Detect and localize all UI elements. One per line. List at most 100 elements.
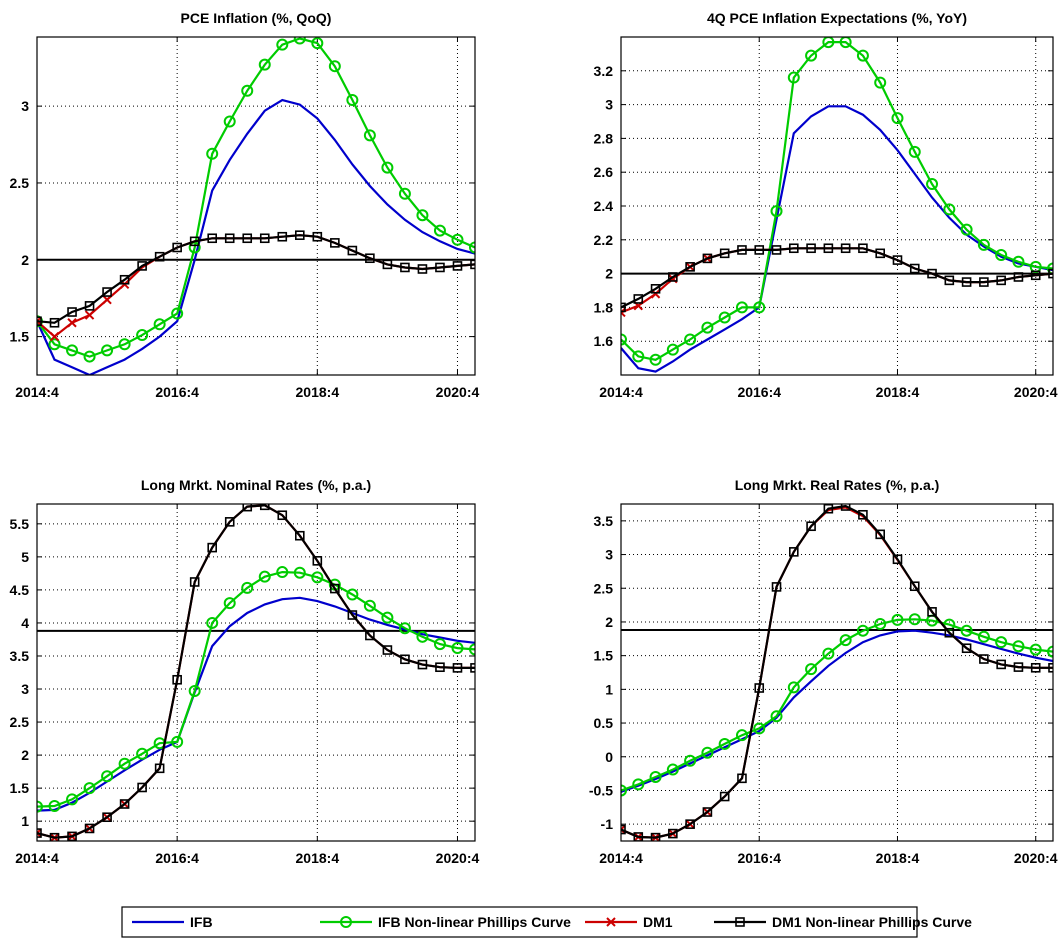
x-tick-label: 2020:4 [1014,850,1058,866]
legend-item: DM1 Non-linear Phillips Curve [714,914,972,930]
series-line [37,570,475,808]
marker-square [788,547,799,557]
marker-circle [241,581,254,594]
chart-title: 4Q PCE Inflation Expectations (%, YoY) [707,10,967,26]
marker-circle [621,333,627,346]
marker-square [788,243,799,254]
legend: IFB IFB Non-linear Phillips Curve DM1 DM1 N… [121,906,972,938]
x-tick-label: 2020:4 [436,384,480,400]
marker-square [119,799,130,809]
marker-square [102,812,112,823]
y-tick-label: 2 [21,252,29,268]
marker-square [840,504,851,511]
marker-square [754,683,765,693]
marker-x [621,824,626,835]
marker-square [633,294,644,304]
marker-square [49,832,60,841]
marker-circle [171,307,184,320]
chart-title: Long Mrkt. Real Rates (%, p.a.) [735,477,940,493]
marker-square [137,261,147,271]
marker-circle [839,634,852,647]
y-tick-label: 1 [605,681,613,697]
marker-circle [276,38,289,51]
marker-square [702,807,713,817]
marker-circle [293,37,306,45]
marker-square [1030,662,1041,673]
marker-square [961,277,972,287]
x-tick-label: 2018:4 [296,384,340,400]
marker-circle [223,115,236,128]
chart-panel-2: 4Q PCE Inflation Expectations (%, YoY) 1.… [594,10,1058,400]
marker-circle [856,624,869,637]
legend-item: IFB [132,914,213,930]
x-tick-label: 2014:4 [599,850,643,866]
marker-square [189,236,200,247]
y-tick-label: 4 [21,615,29,631]
marker-circle [701,746,714,759]
marker-circle [666,343,679,356]
marker-circle [171,735,184,748]
marker-circle [293,566,306,579]
marker-circle [363,599,376,612]
marker-circle [416,630,429,643]
marker-square [927,268,937,279]
marker-square [84,823,95,834]
plot-area [37,504,475,841]
marker-square [277,510,288,521]
y-tick-label: 2.5 [10,175,30,191]
marker-square [67,831,77,841]
y-tick-label: 3.2 [594,63,614,79]
y-tick-label: 2 [21,747,29,763]
marker-circle [1012,255,1025,268]
marker-x [49,331,60,342]
y-tick-label: 2.6 [594,164,614,180]
marker-circle [787,681,800,694]
marker-square [330,583,340,594]
series-line [37,98,475,375]
marker-circle [666,763,679,776]
marker-square [347,610,358,620]
series-group [621,504,1053,841]
x-tick-label: 2014:4 [599,384,643,400]
chart-panel-3: Long Mrkt. Nominal Rates (%, p.a.) 1 1.5 2 2… [10,477,480,866]
y-tick-label: 2.8 [594,130,614,146]
marker-circle [805,663,818,676]
axes-box [620,36,1054,376]
x-tick-label: 2020:4 [436,850,480,866]
marker-circle [118,757,131,770]
marker-circle [381,611,394,624]
marker-square [621,302,626,313]
marker-circle [753,301,766,314]
series-line [621,105,1053,373]
marker-circle [856,49,869,62]
y-tick-label: 1.5 [10,780,30,796]
marker-square [944,627,955,638]
series-line [621,618,1053,792]
marker-circle [328,60,341,73]
legend-item: IFB Non-linear Phillips Curve [320,914,571,930]
marker-x [37,316,42,326]
y-tick-label: 2.4 [594,198,614,214]
marker-circle [770,205,783,218]
marker-square [154,763,165,774]
marker-x [102,295,112,305]
marker-circle [684,754,697,767]
marker-square [996,275,1006,286]
marker-circle [276,566,289,579]
x-tick-label: 2018:4 [876,850,920,866]
marker-square [754,245,765,255]
marker-square [49,317,60,328]
marker-circle [874,617,887,630]
marker-square [685,262,695,272]
marker-square [668,828,678,839]
marker-square [702,253,713,264]
plot-area [621,504,1053,841]
marker-circle [398,622,411,635]
marker-square [400,262,410,273]
marker-circle [37,800,43,813]
marker-circle [340,916,352,928]
x-tick-label: 2018:4 [876,384,920,400]
marker-square [737,773,747,784]
marker-square [435,262,445,273]
marker-square [771,582,782,592]
